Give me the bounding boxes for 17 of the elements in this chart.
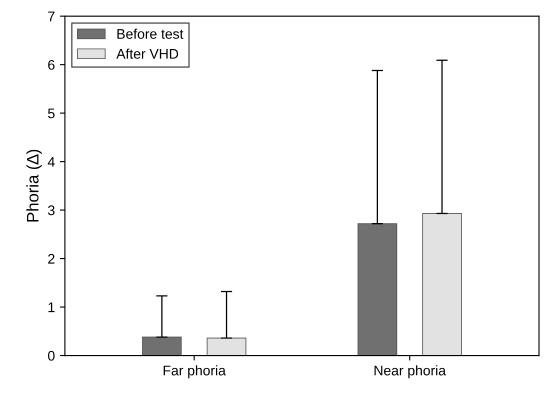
bar <box>142 336 182 356</box>
y-tick-label: 1 <box>48 302 54 312</box>
legend-label: After VHD <box>116 48 178 59</box>
x-tick-label: Far phoria <box>164 365 226 378</box>
legend-label: Before test <box>117 28 184 39</box>
y-tick-label: 3 <box>48 205 55 216</box>
y-tick-label: 6 <box>48 60 55 70</box>
x-tick-label: Near phoria <box>374 365 446 378</box>
bar <box>358 223 398 356</box>
y-tick-label: 0 <box>48 350 55 361</box>
y-tick-label: 4 <box>48 157 55 167</box>
bar <box>422 213 462 356</box>
y-axis-title: Phoria (∆) <box>26 150 42 222</box>
y-tick-label: 7 <box>48 12 54 22</box>
y-tick-label: 2 <box>48 254 54 264</box>
y-tick-label: 5 <box>48 108 55 118</box>
bar <box>206 338 246 356</box>
